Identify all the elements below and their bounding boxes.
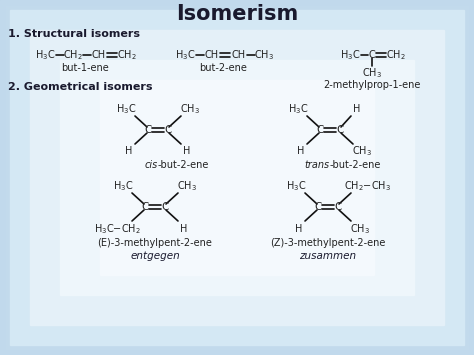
Text: (Z)-3-methylpent-2-ene: (Z)-3-methylpent-2-ene (270, 238, 386, 248)
Text: H$_3$C: H$_3$C (288, 102, 308, 116)
Bar (180, 175, 294, 180)
Text: cis: cis (145, 160, 158, 170)
Text: C: C (314, 202, 322, 212)
Text: H$_3$C: H$_3$C (175, 48, 195, 62)
Bar (222, 133, 252, 222)
Text: H: H (180, 224, 188, 234)
Bar (60, 60, 414, 295)
Text: CH$_3$: CH$_3$ (350, 222, 370, 236)
Bar (60, 60, 414, 295)
Bar (138, 138, 336, 217)
Text: Isomerism: Isomerism (176, 4, 298, 24)
Bar (102, 102, 372, 253)
Bar (186, 169, 288, 186)
Text: CH$_2$: CH$_2$ (386, 48, 406, 62)
Bar (192, 163, 282, 192)
Bar (18, 18, 456, 337)
Text: 2. Geometrical isomers: 2. Geometrical isomers (8, 82, 153, 92)
Text: C: C (334, 202, 342, 212)
Bar (114, 114, 360, 241)
Text: CH$_2$$-$CH$_3$: CH$_2$$-$CH$_3$ (345, 179, 392, 193)
Bar (30, 30, 444, 325)
Bar (30, 30, 444, 325)
Bar (198, 157, 276, 198)
Text: H: H (183, 146, 191, 156)
Bar (108, 108, 366, 247)
Text: C: C (144, 125, 152, 135)
Bar (228, 127, 246, 228)
Text: CH$_3$: CH$_3$ (180, 102, 200, 116)
Bar (150, 150, 324, 205)
Text: H: H (353, 104, 361, 114)
Text: CH$_3$: CH$_3$ (352, 144, 372, 158)
Text: 1. Structural isomers: 1. Structural isomers (8, 29, 140, 39)
Text: H$_3$C: H$_3$C (286, 179, 306, 193)
Text: CH$_3$: CH$_3$ (177, 179, 197, 193)
Bar (234, 121, 240, 234)
Text: CH: CH (232, 50, 246, 60)
Text: -but-2-ene: -but-2-ene (158, 160, 210, 170)
Bar (100, 80, 374, 275)
Text: H: H (125, 146, 133, 156)
Text: entgegen: entgegen (130, 251, 180, 261)
Bar (54, 54, 420, 301)
Bar (42, 42, 432, 313)
Text: H: H (297, 146, 305, 156)
Bar (78, 78, 396, 277)
Bar (162, 162, 312, 193)
Text: C: C (337, 125, 344, 135)
Text: H$_3$C: H$_3$C (35, 48, 55, 62)
Bar (216, 139, 258, 216)
Bar (66, 66, 408, 289)
Text: CH: CH (92, 50, 106, 60)
Bar (90, 90, 384, 265)
Text: (E)-3-methylpent-2-ene: (E)-3-methylpent-2-ene (98, 238, 212, 248)
Bar (24, 24, 450, 331)
Text: trans: trans (305, 160, 330, 170)
Text: C: C (161, 202, 169, 212)
Bar (174, 174, 300, 181)
Bar (144, 144, 330, 211)
Bar (168, 168, 306, 187)
Text: H: H (295, 224, 303, 234)
Bar (210, 145, 264, 210)
Bar (84, 84, 390, 271)
Bar (72, 72, 402, 283)
Text: CH$_3$: CH$_3$ (254, 48, 274, 62)
Text: H$_3$C: H$_3$C (116, 102, 136, 116)
Bar (48, 48, 426, 307)
Text: H$_3$C: H$_3$C (340, 48, 360, 62)
Bar (132, 132, 342, 223)
Bar (120, 120, 354, 235)
Text: but-2-ene: but-2-ene (199, 63, 247, 73)
Text: 2-methylprop-1-ene: 2-methylprop-1-ene (323, 80, 421, 90)
Text: CH$_2$: CH$_2$ (117, 48, 137, 62)
Text: but-1-ene: but-1-ene (61, 63, 109, 73)
Text: zusammen: zusammen (300, 251, 356, 261)
Text: H$_3$C: H$_3$C (113, 179, 133, 193)
Text: C: C (316, 125, 324, 135)
Bar (156, 156, 318, 199)
Bar (36, 36, 438, 319)
Bar (126, 126, 348, 229)
Text: C: C (369, 50, 375, 60)
Text: C: C (164, 125, 172, 135)
Text: -but-2-ene: -but-2-ene (330, 160, 382, 170)
Text: CH$_3$: CH$_3$ (362, 66, 382, 80)
Text: H$_3$C$-$CH$_2$: H$_3$C$-$CH$_2$ (93, 222, 140, 236)
Bar (96, 96, 378, 259)
Bar (204, 151, 270, 204)
Text: CH: CH (205, 50, 219, 60)
Text: CH$_2$: CH$_2$ (63, 48, 83, 62)
Text: C: C (141, 202, 149, 212)
